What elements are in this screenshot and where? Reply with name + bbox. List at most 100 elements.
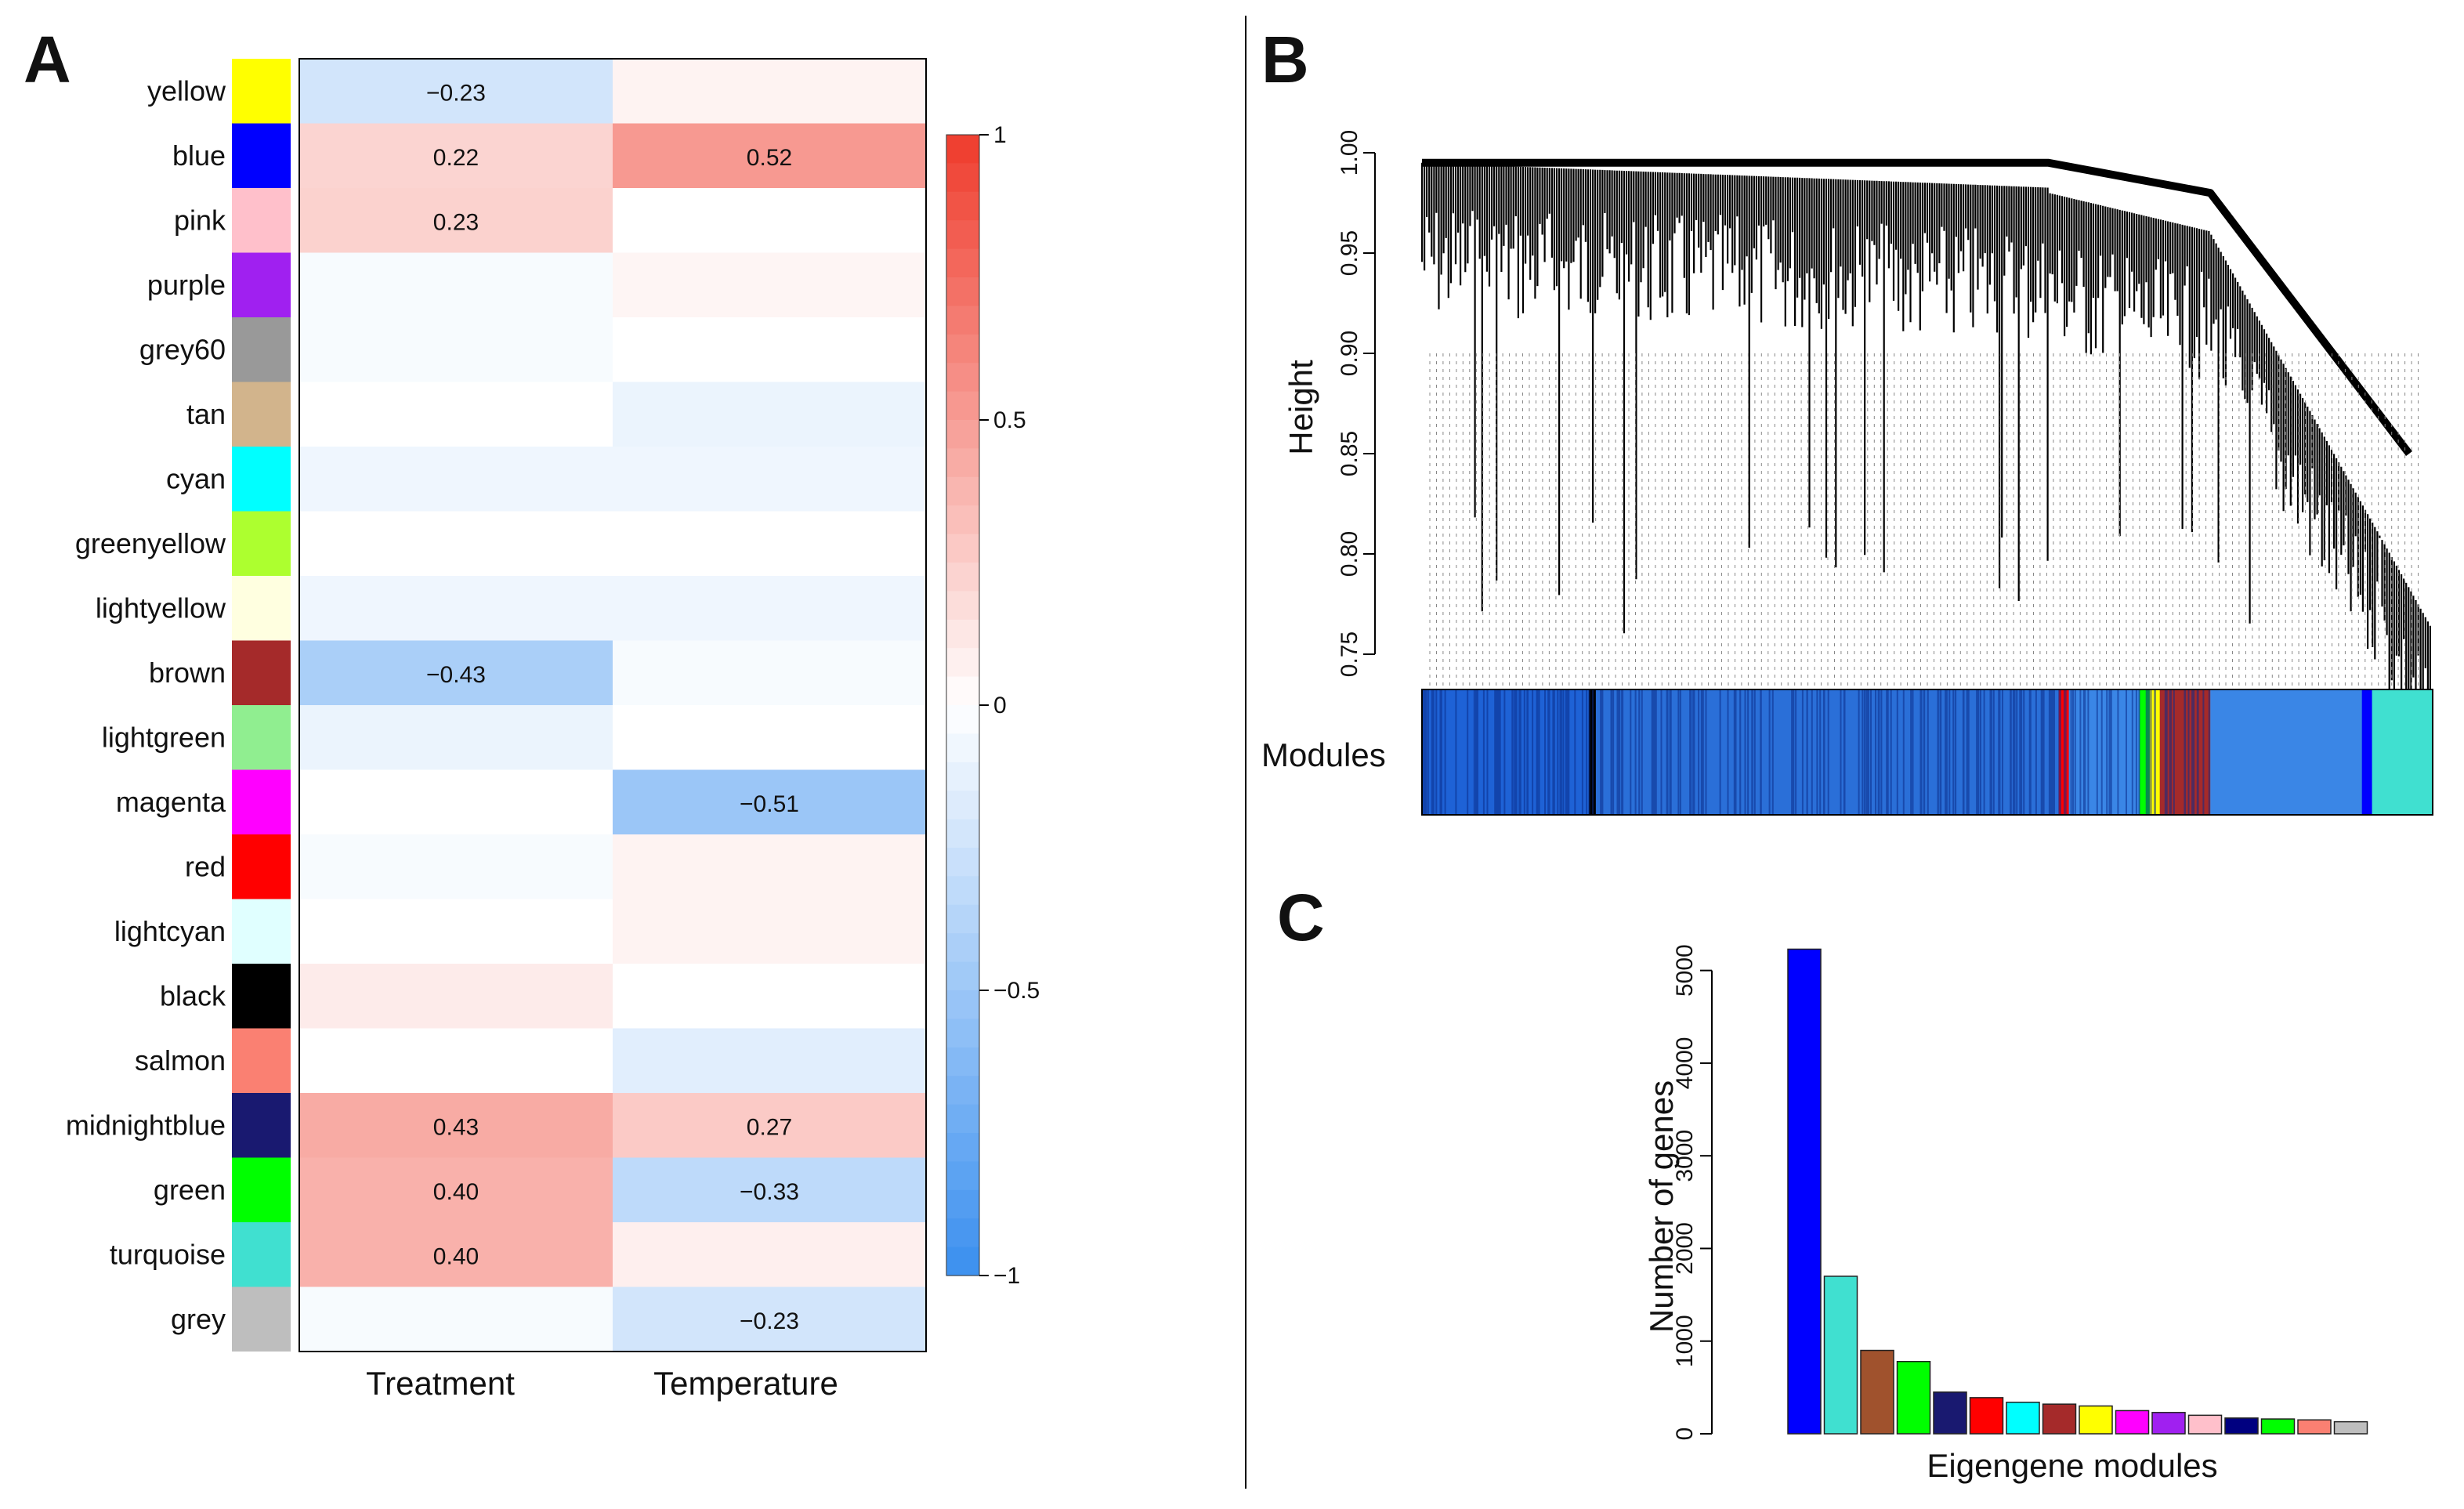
colorbar-step — [946, 220, 979, 250]
genes-tick-label: 0 — [1672, 1428, 1698, 1441]
module-swatch-greenyellow — [232, 511, 291, 576]
module-size-bar — [2115, 1409, 2150, 1435]
colorbar-step — [946, 904, 979, 934]
module-segment — [1595, 689, 2060, 815]
module-segment — [2210, 689, 2363, 815]
module-label-pink: pink — [174, 204, 226, 236]
module-label-lightyellow: lightyellow — [96, 592, 226, 624]
colorbar-step — [946, 1218, 979, 1248]
heat-cell — [613, 705, 926, 770]
heat-cell — [613, 252, 926, 317]
cell-value-label: 0.40 — [433, 1179, 479, 1205]
module-swatch-magenta — [232, 769, 291, 834]
colorbar-step — [946, 619, 979, 649]
module-size-bar — [1896, 1361, 1931, 1435]
cell-value-label: 0.22 — [433, 145, 479, 171]
heat-cell — [613, 317, 926, 382]
height-tick-label: 0.90 — [1337, 331, 1362, 376]
module-swatch-purple — [232, 252, 291, 317]
cell-value-label: 0.43 — [433, 1114, 479, 1140]
module-size-bar-chart: 0 1000 2000 3000 4000 5000 — [1672, 944, 2368, 1440]
heat-cell — [299, 382, 613, 447]
module-label-yellow: yellow — [147, 74, 226, 107]
colorbar-step — [946, 819, 979, 849]
heatmap-colorbar: 1 0.5 0 −0.5 −1 — [946, 122, 1040, 1289]
column-label-temperature: Temperature — [653, 1365, 838, 1402]
cell-value-label: 0.52 — [747, 145, 792, 171]
heat-cell — [299, 1028, 613, 1093]
module-label-greenyellow: greenyellow — [75, 527, 226, 559]
colorbar-step — [946, 648, 979, 678]
module-label-lightcyan: lightcyan — [114, 915, 226, 947]
module-label-grey: grey — [171, 1303, 226, 1335]
column-label-treatment: Treatment — [366, 1365, 515, 1402]
module-label-red: red — [185, 850, 226, 882]
heat-cell — [299, 769, 613, 834]
heat-cell — [613, 447, 926, 512]
module-size-bar — [2006, 1402, 2040, 1435]
colorbar-step — [946, 733, 979, 763]
height-tick-label: 0.75 — [1337, 631, 1362, 677]
module-color-bar — [1421, 689, 2433, 816]
cell-value-label: −0.51 — [740, 791, 799, 817]
heat-cell — [299, 317, 613, 382]
cell-value-label: −0.43 — [426, 662, 486, 688]
module-size-bar — [1969, 1397, 2004, 1435]
heat-cell — [299, 576, 613, 641]
colorbar-tick-label: 1 — [993, 122, 1007, 148]
module-size-bar — [1823, 1276, 1858, 1435]
module-label-magenta: magenta — [116, 786, 226, 818]
colorbar-step — [946, 135, 979, 164]
module-size-bar — [1860, 1349, 1894, 1435]
module-swatch-blue — [232, 123, 291, 188]
heat-cell — [613, 640, 926, 705]
height-tick-label: 1.00 — [1337, 130, 1362, 176]
module-swatch-lightyellow — [232, 576, 291, 641]
colorbar-step — [946, 1076, 979, 1106]
colorbar-step — [946, 1104, 979, 1134]
colorbar-step — [946, 1133, 979, 1162]
colorbar-step — [946, 163, 979, 193]
colorbar-step — [946, 1019, 979, 1048]
panel-b-label: B — [1261, 23, 1309, 96]
module-bar-frame — [1421, 689, 2433, 816]
module-segment — [2372, 689, 2433, 815]
module-size-bar — [2042, 1403, 2077, 1435]
panel-a-label: A — [24, 23, 71, 96]
colorbar-step — [946, 1189, 979, 1219]
colorbar-step — [946, 563, 979, 592]
dendrogram-trunk — [1422, 158, 2412, 457]
module-size-bar — [2224, 1417, 2259, 1435]
heat-cell — [613, 1093, 926, 1158]
colorbar-step — [946, 848, 979, 877]
colorbar-step — [946, 448, 979, 478]
number-of-genes-axis-title: Number of genes — [1643, 1080, 1680, 1333]
gene-dendrogram: 0.75 0.80 0.85 0.90 0.95 1.00 — [1337, 130, 2431, 725]
heat-cell — [299, 511, 613, 576]
module-size-bar — [2187, 1414, 2223, 1435]
heat-cell — [613, 1028, 926, 1093]
module-stripes — [1422, 689, 2210, 815]
height-tick-label: 0.80 — [1337, 531, 1362, 577]
colorbar-step — [946, 534, 979, 563]
colorbar-step — [946, 334, 979, 364]
heat-cell — [299, 1093, 613, 1158]
colorbar-step — [946, 990, 979, 1019]
colorbar-tick-label: −1 — [993, 1263, 1020, 1289]
heat-cell — [299, 899, 613, 964]
module-swatch-cyan — [232, 447, 291, 512]
heat-cell — [299, 123, 613, 188]
leaf-guide-lines — [1429, 353, 2419, 686]
heat-cell — [299, 447, 613, 512]
colorbar-step — [946, 277, 979, 306]
module-size-bar — [2333, 1420, 2368, 1435]
heat-cell — [299, 188, 613, 253]
module-swatch-grey60 — [232, 317, 291, 382]
module-swatch-green — [232, 1157, 291, 1222]
module-label-tan: tan — [186, 398, 226, 430]
module-size-bar — [2297, 1419, 2332, 1435]
heat-cell — [613, 511, 926, 576]
genes-tick-label: 4000 — [1672, 1037, 1698, 1090]
module-swatch-tan — [232, 382, 291, 447]
